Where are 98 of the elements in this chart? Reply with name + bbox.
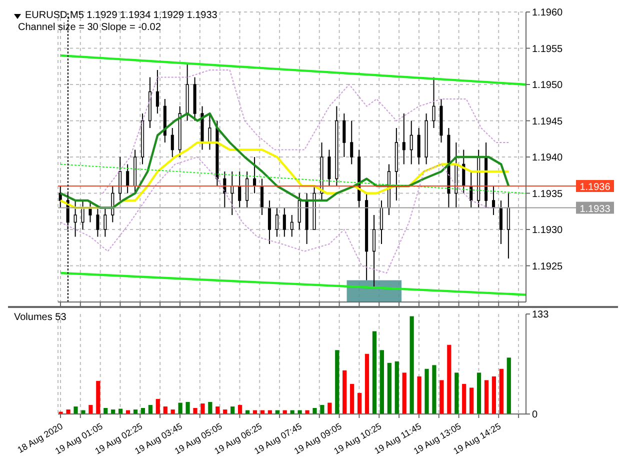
bar [216, 406, 220, 414]
bar [282, 410, 287, 414]
bar [432, 365, 436, 414]
y-tick-label: 1.1935 [532, 188, 564, 200]
bar [484, 380, 489, 414]
candlestick [81, 200, 84, 230]
candlestick [506, 192, 510, 259]
bar [200, 403, 205, 414]
y-tick-label: 1.1945 [532, 116, 564, 128]
candlestick [290, 214, 294, 238]
ref-line-label: 1.1936 [580, 182, 611, 193]
candlestick [499, 200, 502, 244]
bar [394, 361, 399, 414]
bar [88, 404, 93, 414]
bar [328, 402, 332, 414]
chart-title: Volumes 53 [14, 312, 66, 324]
bar [387, 362, 392, 414]
bar [447, 344, 452, 414]
bar [156, 398, 160, 414]
bar [186, 402, 190, 414]
bar [163, 406, 168, 414]
bar [298, 410, 302, 414]
bar [81, 410, 86, 414]
bar [492, 376, 496, 414]
bar [440, 380, 444, 414]
bar [410, 316, 414, 414]
bar [252, 410, 258, 414]
candlestick [298, 192, 301, 230]
bar [335, 350, 340, 414]
bar [305, 410, 310, 414]
bar [268, 410, 272, 414]
bar [320, 404, 324, 414]
bar [470, 388, 474, 414]
bar [96, 380, 100, 414]
y-tick-label: 0 [532, 410, 538, 421]
candlestick [118, 156, 122, 201]
bar [290, 410, 294, 414]
candlestick [410, 120, 413, 165]
bar [193, 408, 198, 414]
y-tick-label: 1.1925 [532, 261, 564, 272]
bar [230, 406, 235, 414]
candlestick [402, 113, 406, 165]
y-tick-label: 1.1930 [532, 225, 564, 236]
candlestick [372, 214, 376, 288]
candlestick [126, 164, 130, 194]
bar [66, 409, 70, 414]
text: Channel size = 30 Slope = -0.02 [18, 22, 162, 34]
bar [126, 410, 130, 414]
bar [238, 404, 242, 414]
y-tick-label: 1.1955 [532, 44, 564, 55]
chart-title: EURUSD,M5 1.1929 1.1934 1.1929 1.1933 [25, 10, 218, 22]
bar [462, 384, 466, 414]
candlestick [492, 186, 496, 216]
candlestick [417, 128, 420, 165]
bar [342, 370, 347, 414]
candlestick [328, 149, 331, 186]
y-tick-label: 133 [532, 310, 550, 321]
bar [275, 410, 280, 414]
bar [506, 358, 511, 414]
candlestick [104, 207, 107, 238]
bar [74, 406, 78, 414]
candlestick [260, 178, 264, 216]
candlestick [380, 200, 384, 244]
candlestick [342, 113, 346, 158]
candlestick [96, 207, 100, 238]
bar [454, 372, 459, 414]
candlestick [282, 207, 286, 238]
bar [118, 408, 123, 414]
bar [208, 402, 212, 414]
bar [476, 372, 482, 414]
candlestick [208, 113, 212, 150]
bar [312, 408, 317, 414]
bar [350, 384, 354, 414]
bar [260, 410, 264, 414]
bar [499, 368, 504, 414]
bar [357, 392, 362, 414]
y-tick-label: 1.1940 [532, 152, 564, 164]
bar [178, 402, 182, 414]
candlestick [238, 171, 242, 208]
bar [402, 372, 406, 414]
candlestick [156, 70, 159, 114]
candlestick [246, 171, 249, 208]
line-series [102, 70, 510, 194]
bar [148, 404, 152, 414]
bar [245, 410, 250, 414]
y-tick-label: 1.1950 [532, 80, 564, 92]
bar [372, 331, 377, 414]
bar [424, 368, 429, 414]
ref-line-label: 1.1933 [580, 204, 611, 215]
candlestick [268, 200, 271, 244]
candlestick [170, 128, 174, 158]
candlestick [275, 207, 278, 238]
y-tick-label: 1.1960 [532, 8, 564, 19]
bar [380, 350, 384, 414]
candlestick [74, 200, 77, 238]
bar [417, 376, 422, 414]
bar [364, 354, 370, 414]
candlestick [350, 120, 354, 165]
